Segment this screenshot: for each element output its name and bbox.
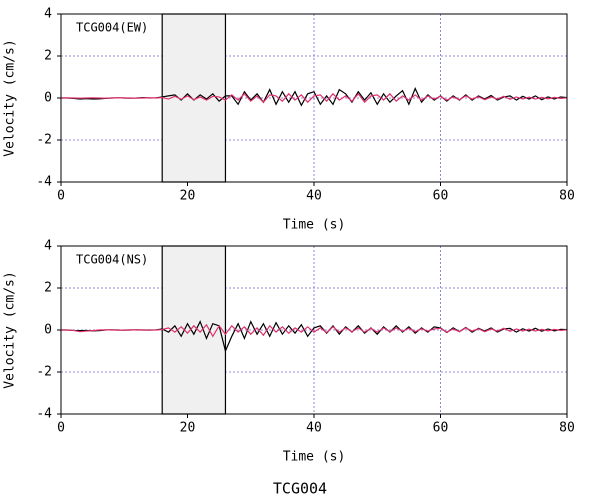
x-tick-label: 80 (559, 189, 575, 204)
series-line (61, 323, 568, 338)
x-tick-label: 40 (306, 421, 322, 436)
x-tick-label: 20 (180, 421, 196, 436)
series-label: TCG004(NS) (76, 253, 148, 267)
y-axis-label: Velocity (cm/s) (3, 271, 18, 388)
y-tick-label: 4 (44, 239, 52, 254)
x-tick-label: 60 (433, 421, 449, 436)
x-tick-label: 0 (57, 189, 65, 204)
caption: TCG004 (273, 480, 327, 498)
plot-frame (60, 245, 568, 415)
y-tick-label: 2 (44, 49, 52, 64)
y-axis-label: Velocity (cm/s) (3, 39, 18, 156)
y-tick-label: 2 (44, 281, 52, 296)
x-tick-label: 40 (306, 189, 322, 204)
series-line (60, 92, 568, 104)
series-label: TCG004(EW) (76, 21, 148, 35)
x-tick-label: 80 (559, 421, 575, 436)
x-tick-label: 20 (180, 189, 196, 204)
x-axis-label: Time (s) (283, 218, 346, 233)
y-tick-label: -4 (36, 175, 52, 190)
x-tick-label: 0 (57, 421, 65, 436)
x-tick-label: 60 (433, 189, 449, 204)
plot-frame (60, 13, 568, 183)
y-tick-label: 4 (44, 7, 52, 22)
y-tick-label: -2 (36, 365, 52, 380)
y-tick-label: -4 (36, 407, 52, 422)
y-tick-label: 0 (44, 91, 52, 106)
x-axis-label: Time (s) (283, 450, 346, 465)
y-tick-label: -2 (36, 133, 52, 148)
y-tick-label: 0 (44, 323, 52, 338)
